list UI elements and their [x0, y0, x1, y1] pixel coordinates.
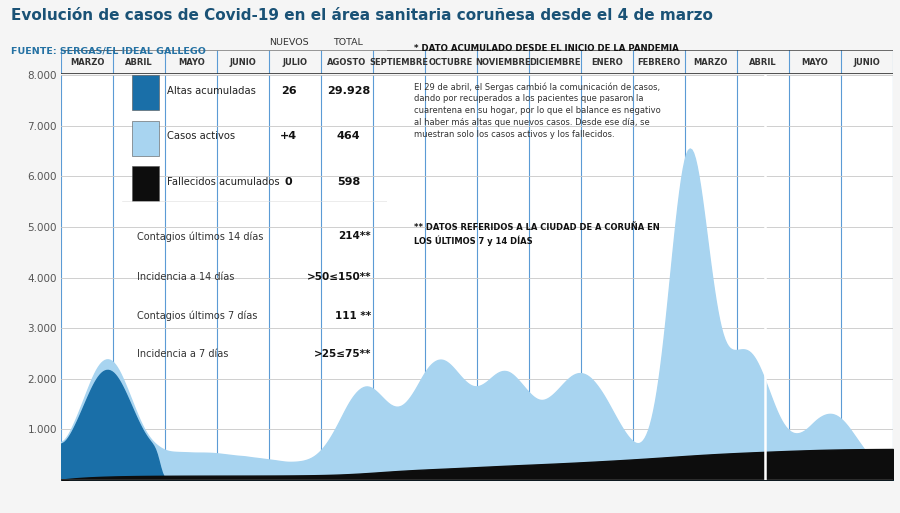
Text: AGOSTO: AGOSTO: [328, 57, 366, 67]
Text: Evolución de casos de Covid-19 en el área sanitaria coruñesa desde el 4 de marzo: Evolución de casos de Covid-19 en el áre…: [11, 8, 713, 23]
Text: MAYO: MAYO: [178, 57, 204, 67]
Text: JUNIO: JUNIO: [230, 57, 256, 67]
Text: NOVIEMBRE: NOVIEMBRE: [475, 57, 531, 67]
Text: 214**: 214**: [338, 231, 371, 242]
Bar: [132, 166, 158, 201]
Bar: [132, 75, 158, 110]
Text: Incidencia a 7 días: Incidencia a 7 días: [138, 349, 229, 359]
Text: DICIEMBRE: DICIEMBRE: [529, 57, 580, 67]
Text: SEPTIEMBRE: SEPTIEMBRE: [370, 57, 428, 67]
Text: Casos activos: Casos activos: [166, 131, 235, 142]
Text: 29.928: 29.928: [327, 86, 370, 95]
Text: Altas acumuladas: Altas acumuladas: [166, 86, 256, 95]
Text: Contagios últimos 7 días: Contagios últimos 7 días: [138, 310, 257, 321]
Text: +4: +4: [280, 131, 297, 142]
Text: ABRIL: ABRIL: [125, 57, 153, 67]
Text: El 29 de abril, el Sergas cambió la comunicación de casos,
dando por recuperados: El 29 de abril, el Sergas cambió la comu…: [414, 82, 662, 139]
Text: MAYO: MAYO: [802, 57, 828, 67]
Text: 0: 0: [285, 177, 292, 187]
Text: MARZO: MARZO: [70, 57, 104, 67]
Text: Incidencia a 14 días: Incidencia a 14 días: [138, 272, 235, 282]
Text: FEBRERO: FEBRERO: [637, 57, 680, 67]
Text: 464: 464: [337, 131, 360, 142]
Text: Fallecidos acumulados: Fallecidos acumulados: [166, 177, 279, 187]
Text: ENERO: ENERO: [591, 57, 623, 67]
Text: 26: 26: [281, 86, 297, 95]
Text: ** DATOS REFERIDOS A LA CIUDAD DE A CORUÑA EN
LOS ÚLTIMOS 7 y 14 DÍAS: ** DATOS REFERIDOS A LA CIUDAD DE A CORU…: [414, 223, 660, 246]
Text: >25≤75**: >25≤75**: [314, 349, 371, 359]
Text: 111 **: 111 **: [335, 310, 371, 321]
Text: NUEVOS: NUEVOS: [269, 38, 309, 47]
Text: OCTUBRE: OCTUBRE: [429, 57, 473, 67]
Text: MARZO: MARZO: [694, 57, 728, 67]
Text: * DATO ACUMULADO DESDE EL INICIO DE LA PANDEMIA: * DATO ACUMULADO DESDE EL INICIO DE LA P…: [414, 44, 680, 53]
Text: FUENTE: SERGAS/EL IDEAL GALLEGO: FUENTE: SERGAS/EL IDEAL GALLEGO: [11, 46, 206, 55]
Text: >50≤150**: >50≤150**: [307, 272, 371, 282]
Text: 598: 598: [337, 177, 360, 187]
Text: JUNIO: JUNIO: [853, 57, 880, 67]
Text: TOTAL: TOTAL: [334, 38, 364, 47]
Text: ABRIL: ABRIL: [749, 57, 777, 67]
Text: Contagios últimos 14 días: Contagios últimos 14 días: [138, 231, 264, 242]
Text: JULIO: JULIO: [283, 57, 308, 67]
Bar: [132, 121, 158, 155]
